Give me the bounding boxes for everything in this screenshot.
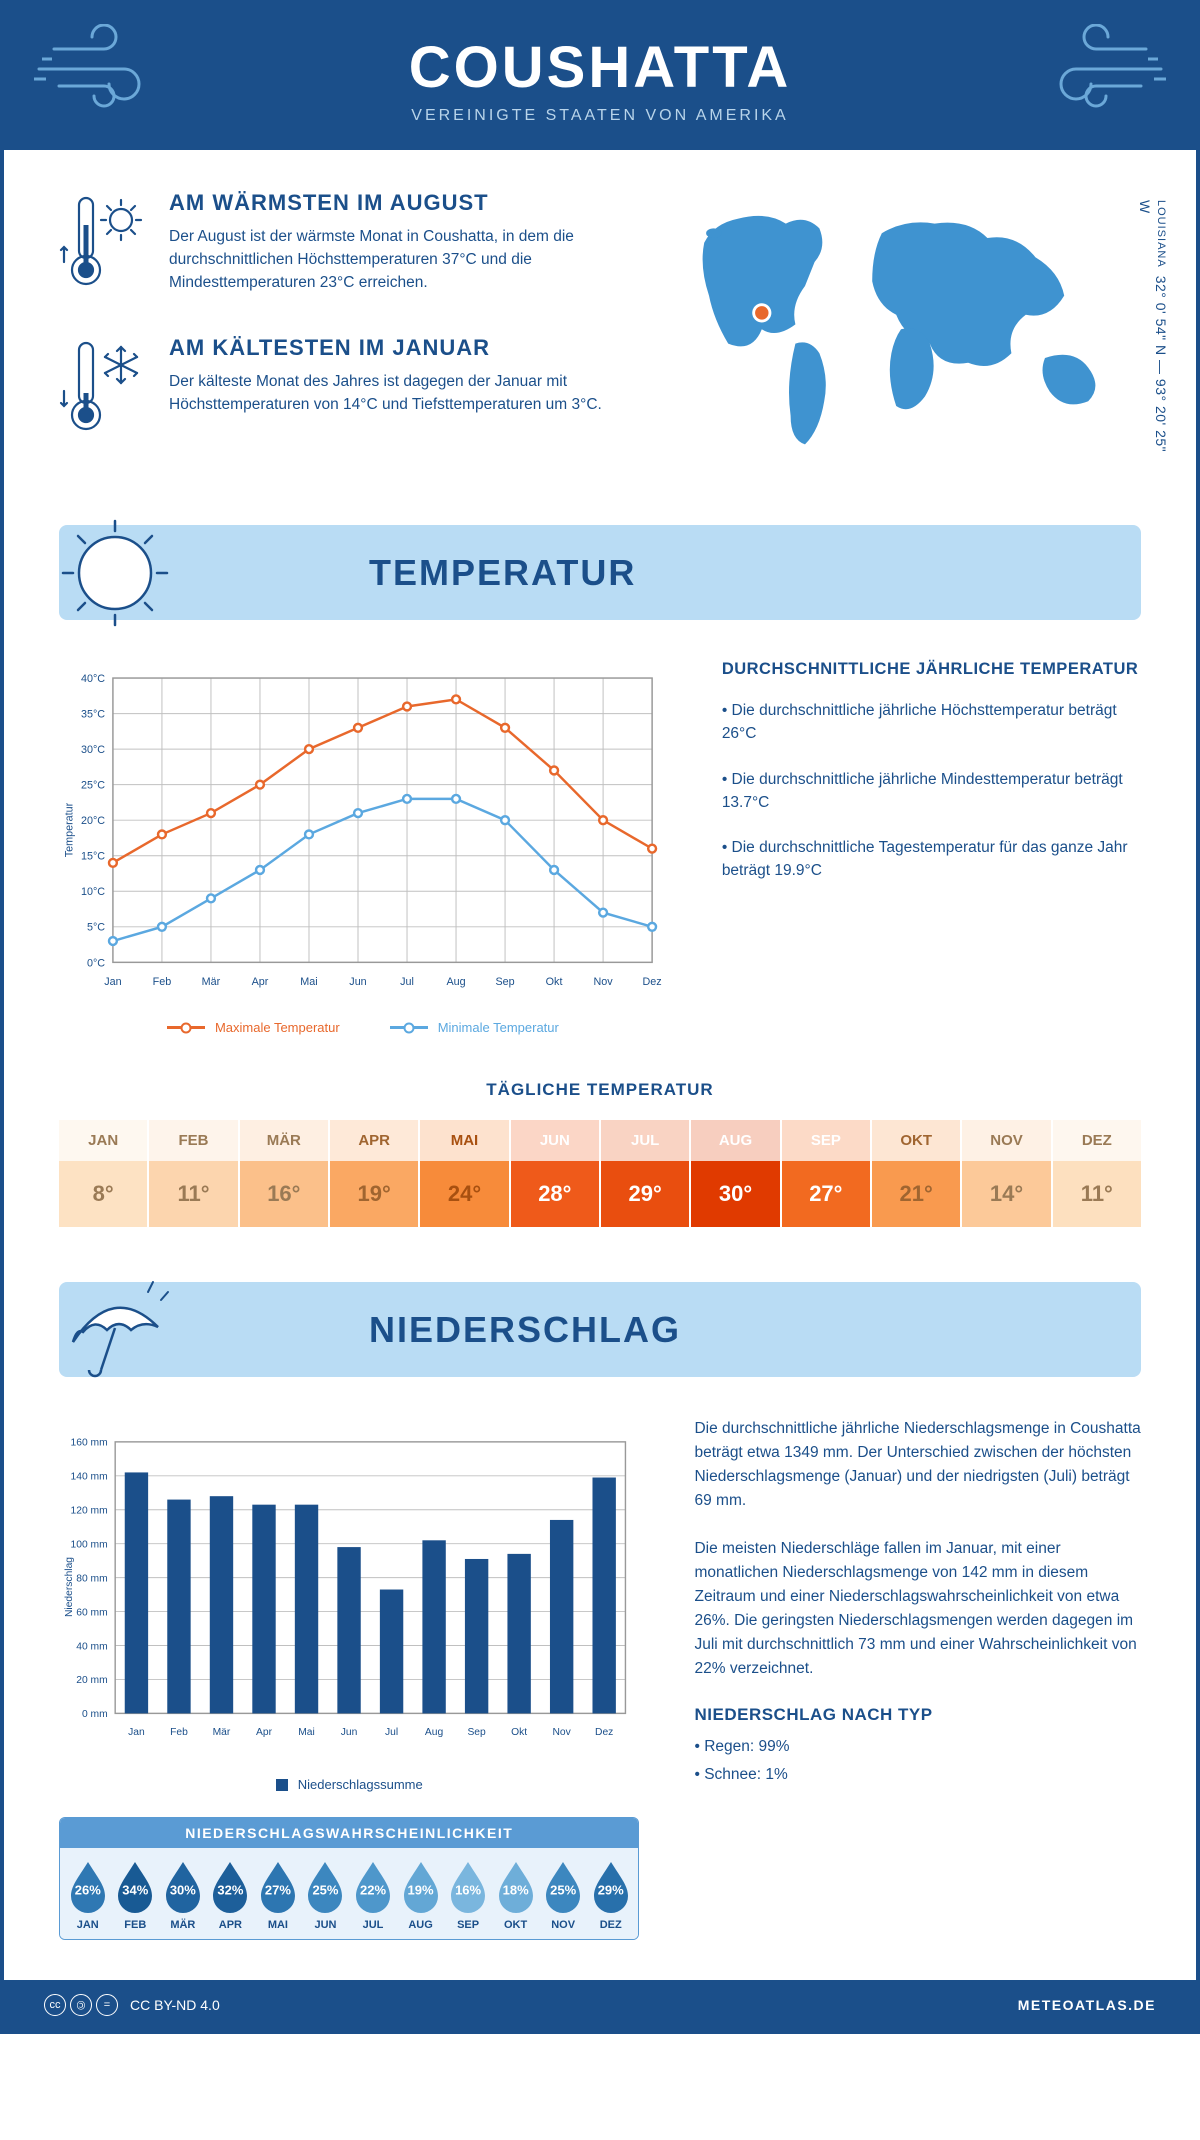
svg-text:5°C: 5°C: [87, 922, 105, 934]
umbrella-icon: [53, 1272, 178, 1392]
svg-text:60 mm: 60 mm: [76, 1607, 107, 1618]
svg-text:Niederschlag: Niederschlag: [64, 1557, 75, 1617]
precipitation-text: Die durchschnittliche jährliche Niedersc…: [694, 1417, 1141, 1940]
svg-text:Aug: Aug: [425, 1727, 444, 1738]
svg-text:Jul: Jul: [385, 1727, 398, 1738]
warmest-fact: AM WÄRMSTEN IM AUGUST Der August ist der…: [59, 190, 611, 300]
svg-text:15°C: 15°C: [81, 851, 105, 863]
svg-text:Dez: Dez: [595, 1727, 613, 1738]
svg-text:Apr: Apr: [252, 976, 269, 988]
svg-text:Okt: Okt: [511, 1727, 527, 1738]
svg-text:120 mm: 120 mm: [71, 1506, 108, 1517]
daily-temperature-heatmap: JAN8°FEB11°MÄR16°APR19°MAI24°JUN28°JUL29…: [59, 1120, 1141, 1227]
sun-icon: [53, 515, 183, 640]
footer: cc🄯= CC BY-ND 4.0 METEOATLAS.DE: [4, 1980, 1196, 2030]
svg-text:Feb: Feb: [170, 1727, 188, 1738]
svg-text:40°C: 40°C: [81, 673, 105, 685]
license-label: CC BY-ND 4.0: [130, 1997, 220, 2013]
thermometer-hot-icon: [59, 190, 149, 300]
coldest-fact: AM KÄLTESTEN IM JANUAR Der kälteste Mona…: [59, 335, 611, 445]
wind-icon: [34, 24, 184, 114]
temperature-facts: DURCHSCHNITTLICHE JÄHRLICHE TEMPERATUR •…: [722, 660, 1141, 1035]
svg-text:Temperatur: Temperatur: [64, 802, 76, 857]
svg-text:Dez: Dez: [643, 976, 662, 988]
svg-text:0°C: 0°C: [87, 957, 105, 969]
svg-text:Mai: Mai: [298, 1727, 315, 1738]
svg-text:Jan: Jan: [104, 976, 121, 988]
svg-text:25°C: 25°C: [81, 780, 105, 792]
svg-text:35°C: 35°C: [81, 709, 105, 721]
svg-text:Mär: Mär: [213, 1727, 231, 1738]
svg-text:10°C: 10°C: [81, 886, 105, 898]
svg-text:Nov: Nov: [553, 1727, 572, 1738]
section-title: TEMPERATUR: [369, 552, 636, 594]
svg-text:Okt: Okt: [546, 976, 563, 988]
svg-text:Jun: Jun: [341, 1727, 358, 1738]
world-map: LOUISIANA32° 0' 54" N — 93° 20' 25" W: [661, 190, 1141, 464]
precipitation-probability-box: NIEDERSCHLAGSWAHRSCHEINLICHKEIT 26%JAN34…: [59, 1817, 639, 1940]
section-precipitation: NIEDERSCHLAG: [59, 1282, 1141, 1377]
coldest-text: Der kälteste Monat des Jahres ist dagege…: [169, 371, 611, 417]
precipitation-legend: Niederschlagssumme: [59, 1777, 639, 1792]
temperature-line-chart: 0°C 5°C 10°C 15°C 20°C 25°C 30°C 35°C 40°C Jan Feb…: [59, 660, 667, 1035]
header: COUSHATTA VEREINIGTE STAATEN VON AMERIKA: [4, 4, 1196, 150]
svg-text:Mär: Mär: [202, 976, 221, 988]
svg-text:Nov: Nov: [594, 976, 614, 988]
svg-text:Apr: Apr: [256, 1727, 273, 1738]
svg-text:Jul: Jul: [400, 976, 414, 988]
svg-text:20 mm: 20 mm: [76, 1675, 107, 1686]
svg-text:Mai: Mai: [300, 976, 317, 988]
coordinates-label: LOUISIANA32° 0' 54" N — 93° 20' 25" W: [1137, 200, 1169, 464]
site-name: METEOATLAS.DE: [1018, 1997, 1156, 2013]
cc-license-icons: cc🄯=: [44, 1994, 118, 2016]
svg-text:Feb: Feb: [153, 976, 172, 988]
svg-text:Sep: Sep: [467, 1727, 486, 1738]
daily-temp-title: TÄGLICHE TEMPERATUR: [59, 1080, 1141, 1100]
svg-text:140 mm: 140 mm: [71, 1472, 108, 1483]
svg-text:80 mm: 80 mm: [76, 1573, 107, 1584]
svg-text:30°C: 30°C: [81, 744, 105, 756]
page-title: COUSHATTA: [24, 34, 1176, 101]
warmest-title: AM WÄRMSTEN IM AUGUST: [169, 190, 611, 216]
svg-text:Jun: Jun: [349, 976, 366, 988]
svg-text:Sep: Sep: [495, 976, 514, 988]
svg-text:20°C: 20°C: [81, 815, 105, 827]
coldest-title: AM KÄLTESTEN IM JANUAR: [169, 335, 611, 361]
svg-text:0 mm: 0 mm: [82, 1709, 108, 1720]
precipitation-bar-chart: 0 mm 20 mm 40 mm 60 mm 80 mm 100 mm 120 mm 140 …: [59, 1417, 639, 1757]
warmest-text: Der August ist der wärmste Monat in Cous…: [169, 226, 611, 295]
section-temperature: TEMPERATUR: [59, 525, 1141, 620]
svg-text:Jan: Jan: [128, 1727, 145, 1738]
svg-text:40 mm: 40 mm: [76, 1641, 107, 1652]
svg-text:100 mm: 100 mm: [71, 1539, 108, 1550]
section-title: NIEDERSCHLAG: [369, 1309, 681, 1351]
wind-icon: [1016, 24, 1166, 114]
page-subtitle: VEREINIGTE STAATEN VON AMERIKA: [24, 107, 1176, 125]
thermometer-cold-icon: [59, 335, 149, 445]
svg-text:Aug: Aug: [446, 976, 465, 988]
svg-text:160 mm: 160 mm: [71, 1438, 108, 1449]
temperature-legend: Maximale Temperatur Minimale Temperatur: [59, 1020, 667, 1035]
